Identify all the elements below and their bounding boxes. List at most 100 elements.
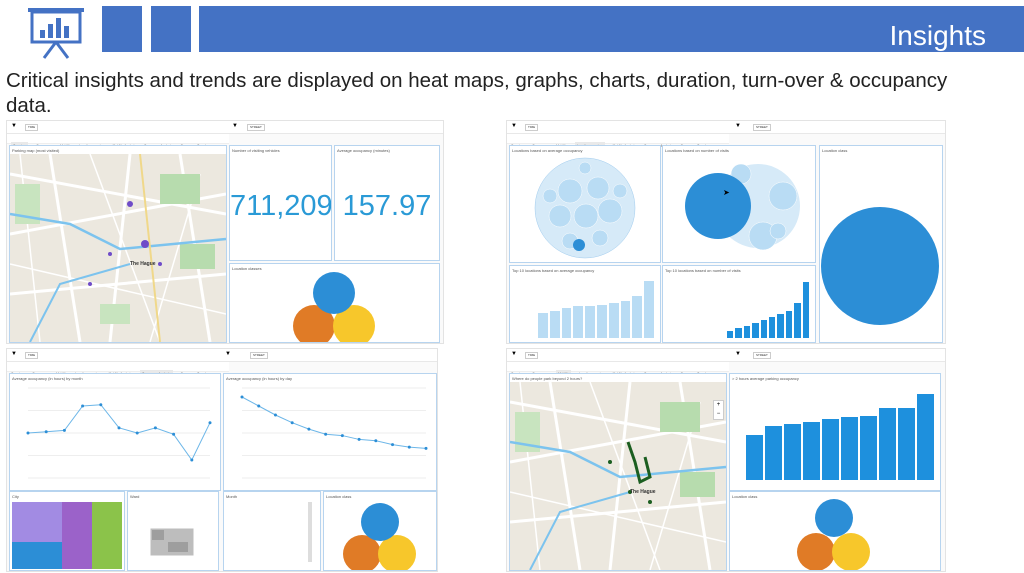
data-point — [340, 434, 344, 438]
map-canvas — [10, 154, 226, 342]
filter-icon[interactable]: ▼ — [11, 351, 17, 357]
classes-title: Location classes — [232, 266, 262, 271]
data-point — [424, 446, 428, 450]
location-class-card: Location class — [323, 491, 437, 571]
dashboard-tabs: OverviewOccupancyMobilityLocation overvi… — [7, 362, 229, 379]
data-point — [357, 437, 361, 441]
title-banner: Insights — [199, 6, 1024, 52]
bars1-plot — [536, 276, 656, 338]
bar — [841, 417, 858, 480]
month-list-card[interactable]: Month — [223, 491, 321, 571]
data-point — [62, 428, 66, 432]
bubble1-canvas — [534, 157, 636, 259]
line-chart-day: Average occupancy (in hours) by day — [223, 373, 437, 491]
kpi-average-occupancy: Average occupancy (minutes) 157.97 — [334, 145, 440, 261]
location-class-card: Location class — [819, 145, 943, 343]
filter-icon[interactable]: ▼ — [511, 351, 517, 357]
filter-icon-2[interactable]: ▼ — [225, 351, 231, 357]
class3-title: Location class — [326, 494, 352, 499]
bars1-title: Top 10 locations based on average occupa… — [512, 268, 595, 273]
bar — [760, 320, 767, 338]
map-city-label: The Hague — [130, 261, 156, 267]
line1-canvas — [26, 387, 212, 479]
cursor-icon: ➤ — [723, 188, 730, 197]
bar — [573, 305, 584, 338]
line2-canvas — [240, 387, 428, 479]
series-line — [241, 396, 427, 449]
time-filter-button[interactable]: TIME — [525, 124, 539, 131]
bar — [561, 308, 572, 338]
line-chart-month: Average occupancy (in hours) by month — [9, 373, 221, 491]
time-filter-button[interactable]: TIME — [25, 352, 39, 359]
bar-chart-long-stay: > 2 hours average parking occupancy — [729, 373, 941, 491]
dashboard-topbar: ▼ TIME ▼ STREET — [7, 349, 437, 362]
street-filter-button[interactable]: STREET — [247, 124, 265, 131]
bubble1-title: Locations based on average occupancy — [512, 148, 583, 153]
data-point — [307, 427, 311, 431]
bar — [898, 407, 915, 480]
dashboard-tabs: OverviewOccupancyMobilityLocation overvi… — [507, 362, 729, 379]
bar — [917, 393, 934, 480]
class2-title: Location class — [822, 148, 848, 153]
street-filter-button[interactable]: STREET — [753, 124, 771, 131]
ward-canvas — [149, 527, 195, 557]
class3-bubbles — [343, 503, 416, 570]
scrollbar[interactable] — [308, 502, 312, 562]
bar — [777, 314, 784, 338]
map-title: Parking map (most visited) — [12, 148, 60, 153]
bar — [784, 423, 801, 480]
zoom-control[interactable]: + − — [713, 400, 724, 420]
kpi2-title: Average occupancy (minutes) — [337, 148, 390, 153]
parking-map-long-stay[interactable]: Where do people park beyond 2 hours? The… — [509, 373, 727, 571]
axis-title: Month — [226, 494, 238, 499]
bubble-chart-visits[interactable]: Locations based on number of visits ➤ — [662, 145, 816, 263]
bubble-chart-occupancy[interactable]: Locations based on average occupancy — [509, 145, 661, 263]
data-point — [135, 431, 139, 435]
street-filter-button[interactable]: STREET — [753, 352, 771, 359]
line2-title: Average occupancy (in hours) by day — [226, 376, 292, 381]
data-point — [26, 431, 30, 435]
data-point — [407, 445, 411, 449]
bar — [735, 327, 742, 338]
bars4-title: > 2 hours average parking occupancy — [732, 376, 799, 381]
bubble2-canvas — [685, 163, 800, 251]
data-point — [44, 430, 48, 434]
bar — [585, 305, 595, 338]
data-point — [153, 426, 157, 430]
tree-title: City — [12, 494, 19, 499]
bar-chart-top-occupancy: Top 10 locations based on average occupa… — [509, 265, 661, 343]
page-title: Insights — [889, 20, 987, 51]
data-point — [374, 439, 378, 443]
dashboard-tabs: OverviewOccupancyMobilityLocation overvi… — [507, 134, 729, 151]
data-point — [172, 432, 176, 436]
bar-chart-top-visits: Top 10 locations based on number of visi… — [662, 265, 816, 343]
time-filter-button[interactable]: TIME — [525, 352, 539, 359]
filter-icon-2[interactable]: ▼ — [735, 123, 741, 129]
bar — [608, 303, 619, 338]
location-class-card: Location class — [729, 491, 941, 571]
treemap-city[interactable]: City — [9, 491, 125, 571]
time-filter-button[interactable]: TIME — [25, 124, 39, 131]
bar — [860, 416, 877, 480]
header-square-2 — [151, 6, 191, 52]
street-filter-button[interactable]: STREET — [250, 352, 268, 359]
bar — [794, 302, 801, 338]
dashboard-topbar: ▼ TIME ▼ STREET — [507, 121, 945, 134]
dashboard-tabs: OverviewOccupancyMobilityLocation overvi… — [7, 134, 229, 151]
dashboard-topbar: ▼ TIME ▼ STREET — [507, 349, 945, 362]
filter-icon-2[interactable]: ▼ — [735, 351, 741, 357]
bar — [549, 310, 560, 338]
screenshot-dashboard-overview: ▼ TIME ▼ STREET OverviewOccupancyMobilit… — [6, 120, 444, 344]
classes-bubbles — [293, 272, 375, 342]
bars2-plot — [725, 276, 811, 338]
bubble2-title: Locations based on number of visits — [665, 148, 729, 153]
treemap-ward[interactable]: Ward — [127, 491, 219, 571]
bars2-title: Top 10 locations based on number of visi… — [665, 268, 741, 273]
bar — [746, 435, 763, 480]
filter-icon-2[interactable]: ▼ — [232, 123, 238, 129]
filter-icon[interactable]: ▼ — [511, 123, 517, 129]
filter-icon[interactable]: ▼ — [11, 123, 17, 129]
bar — [743, 326, 751, 338]
parking-map[interactable]: Parking map (most visited) The Hague — [9, 145, 227, 343]
map4-canvas — [510, 382, 726, 570]
